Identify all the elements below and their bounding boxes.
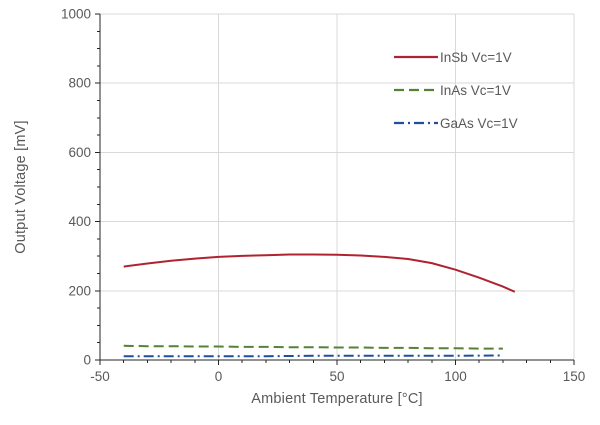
y-tick-label: 0 bbox=[83, 353, 91, 368]
legend: InSb Vc=1V InAs Vc=1V GaAs Vc=1V bbox=[394, 45, 518, 144]
legend-item-inas: InAs Vc=1V bbox=[394, 78, 518, 102]
legend-line-sample-gaas bbox=[394, 121, 438, 125]
legend-line-sample-insb bbox=[394, 55, 438, 59]
series-line-insb bbox=[123, 253, 516, 293]
legend-label-insb: InSb Vc=1V bbox=[440, 49, 512, 65]
legend-line-sample-inas bbox=[394, 88, 438, 92]
y-tick-label: 400 bbox=[68, 214, 91, 229]
y-tick-label: 600 bbox=[68, 145, 91, 160]
legend-label-inas: InAs Vc=1V bbox=[440, 82, 511, 98]
legend-item-gaas: GaAs Vc=1V bbox=[394, 111, 518, 135]
y-tick-label: 200 bbox=[68, 283, 91, 298]
x-tick-label: 100 bbox=[444, 369, 467, 384]
x-tick-label: 50 bbox=[329, 369, 344, 384]
x-tick-label: 0 bbox=[215, 369, 223, 384]
y-axis-title: Output Voltage [mV] bbox=[13, 120, 29, 254]
y-tick-label: 800 bbox=[68, 76, 91, 91]
x-tick-label: -50 bbox=[90, 369, 110, 384]
legend-item-insb: InSb Vc=1V bbox=[394, 45, 518, 69]
series-line-gaas bbox=[123, 354, 503, 358]
y-tick-label: 1000 bbox=[61, 7, 91, 22]
series-line-inas bbox=[123, 344, 503, 350]
legend-label-gaas: GaAs Vc=1V bbox=[440, 115, 518, 131]
x-axis-title: Ambient Temperature [°C] bbox=[251, 391, 423, 407]
x-tick-label: 150 bbox=[563, 369, 586, 384]
